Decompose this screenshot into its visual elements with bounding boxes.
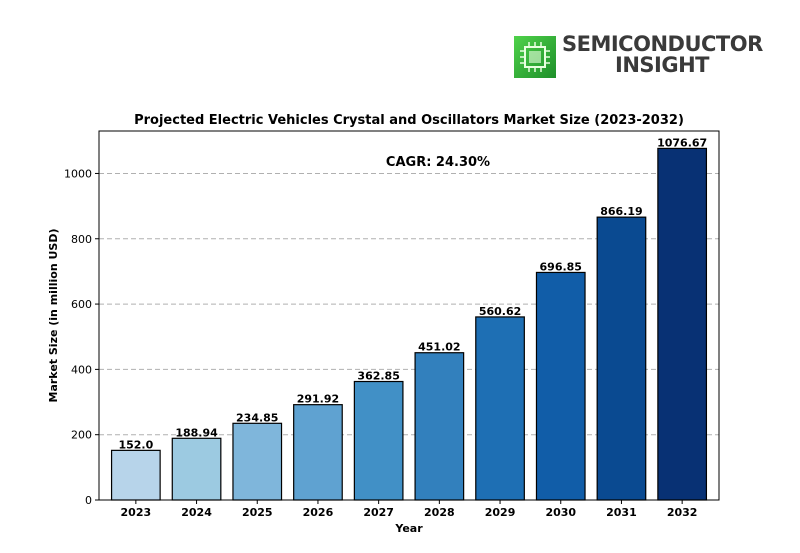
x-tick-label: 2025: [242, 506, 273, 519]
bar-2028: [414, 352, 465, 501]
x-tick-label: 2032: [667, 506, 698, 519]
value-label: 188.94: [175, 426, 218, 439]
y-tick-label: 1000: [64, 167, 92, 180]
value-label: 560.62: [479, 305, 521, 318]
bar-2027: [353, 380, 404, 501]
x-tick-label: 2030: [545, 506, 576, 519]
x-tick-label: 2028: [424, 506, 455, 519]
value-labels: 152.0 188.94 234.85 291.92 362.85 451.02 560.6…: [118, 136, 707, 451]
value-label: 696.85: [540, 260, 582, 273]
bar-2024: [171, 437, 222, 501]
value-label: 362.85: [357, 370, 399, 383]
chip-icon: [514, 36, 556, 78]
bars: [110, 147, 708, 501]
y-axis-ticks: 0 200 400 600 800 1000: [64, 167, 99, 507]
semiconductor-insight-logo: SEMICONDUCTOR INSIGHT: [514, 34, 764, 80]
x-tick-label: 2031: [606, 506, 637, 519]
y-axis-label: Market Size (in million USD): [47, 229, 60, 403]
value-label: 152.0: [118, 438, 153, 451]
bar-2031: [596, 216, 647, 501]
x-tick-label: 2027: [363, 506, 394, 519]
bar-2026: [293, 404, 343, 501]
chart-title: Projected Electric Vehicles Crystal and …: [134, 113, 684, 128]
x-axis-label: Year: [394, 522, 423, 535]
bar-2023: [110, 449, 161, 501]
x-tick-label: 2029: [485, 506, 516, 519]
value-label: 234.85: [236, 411, 278, 424]
x-axis-ticks: 2023 2024 2025 2026 2027 2028 2029 2030 2031 2032: [121, 500, 698, 519]
bar-2029: [475, 316, 525, 501]
value-label: 1076.67: [657, 136, 707, 149]
y-tick-label: 0: [85, 494, 92, 507]
logo-text: SEMICONDUCTOR INSIGHT: [562, 32, 763, 77]
logo-line-1: SEMICONDUCTOR: [562, 32, 763, 56]
cagr-annotation: CAGR: 24.30%: [386, 155, 490, 170]
logo-line-2: INSIGHT: [615, 53, 709, 77]
plot-frame: [98, 130, 720, 501]
bar-2032: [657, 147, 708, 501]
value-label: 291.92: [297, 393, 339, 406]
bar-2025: [232, 422, 283, 501]
y-tick-label: 200: [71, 429, 92, 442]
x-tick-label: 2026: [303, 506, 334, 519]
value-label: 866.19: [600, 205, 642, 218]
y-tick-label: 600: [71, 298, 92, 311]
x-tick-label: 2023: [121, 506, 152, 519]
y-tick-label: 400: [71, 363, 92, 376]
x-tick-label: 2024: [181, 506, 212, 519]
bar-2030: [535, 271, 586, 501]
value-label: 451.02: [418, 341, 460, 354]
y-tick-label: 800: [71, 233, 92, 246]
